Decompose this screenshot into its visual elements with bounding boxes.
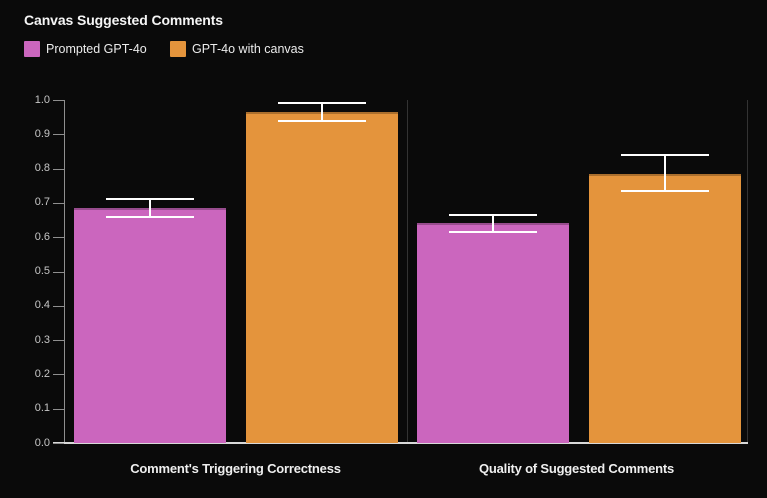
y-axis-tick-mark <box>53 100 64 101</box>
x-axis-category-label: Comment's Triggering Correctness <box>130 461 341 476</box>
y-axis-tick-label: 0.8 <box>34 162 50 175</box>
bar-series0-cat1 <box>417 223 569 443</box>
y-axis-tick-mark <box>53 169 64 170</box>
y-axis-tick-label: 0.0 <box>34 436 50 449</box>
error-bar-cap-bottom <box>277 119 366 122</box>
legend-item-prompted-gpt4o: Prompted GPT-4o <box>24 41 147 57</box>
y-axis-tick-mark <box>53 443 64 444</box>
y-axis-tick-mark <box>53 203 64 204</box>
y-axis-tick-mark <box>53 340 64 341</box>
plot-right-gridline <box>747 100 748 443</box>
y-axis-tick-label: 0.1 <box>34 402 50 415</box>
legend-item-gpt4o-with-canvas: GPT-4o with canvas <box>170 41 304 57</box>
legend: Prompted GPT-4o GPT-4o with canvas <box>0 41 767 57</box>
y-axis-tick-mark <box>53 134 64 135</box>
y-axis-tick-label: 0.4 <box>34 299 50 312</box>
chart-title: Canvas Suggested Comments <box>24 12 223 28</box>
bar-series1-cat0 <box>245 112 398 443</box>
y-axis-tick-label: 0.9 <box>34 127 50 140</box>
y-axis-tick-label: 0.7 <box>34 196 50 209</box>
y-axis-tick-mark <box>53 237 64 238</box>
legend-label-prompted-gpt4o: Prompted GPT-4o <box>46 42 147 56</box>
y-axis-tick-label: 1.0 <box>34 93 50 106</box>
legend-swatch-orange <box>170 41 186 57</box>
legend-swatch-magenta <box>24 41 40 57</box>
y-axis-tick-label: 0.2 <box>34 367 50 380</box>
y-axis-tick-label: 0.3 <box>34 333 50 346</box>
y-axis-tick-label: 0.5 <box>34 265 50 277</box>
error-bar-cap-bottom <box>620 189 709 192</box>
y-axis-tick-mark <box>53 409 64 410</box>
category-separator-gridline <box>407 100 408 443</box>
y-axis-tick-mark <box>53 272 64 273</box>
x-axis-line <box>53 442 748 444</box>
bar-series0-cat0 <box>74 208 226 443</box>
error-bar-connector <box>663 154 666 191</box>
error-bar-connector <box>149 199 151 217</box>
x-axis-category-label: Quality of Suggested Comments <box>478 461 675 476</box>
error-bar-cap-bottom <box>449 231 537 234</box>
error-bar-connector <box>492 214 494 233</box>
y-axis-tick-mark <box>53 306 64 307</box>
legend-label-gpt4o-with-canvas: GPT-4o with canvas <box>192 42 304 56</box>
error-bar-cap-bottom <box>106 215 194 218</box>
y-axis-tick-label: 0.6 <box>34 230 50 243</box>
y-axis-line <box>64 100 65 443</box>
error-bar-connector <box>320 103 323 121</box>
y-axis-tick-mark <box>53 374 64 375</box>
bar-series1-cat1 <box>588 173 741 443</box>
